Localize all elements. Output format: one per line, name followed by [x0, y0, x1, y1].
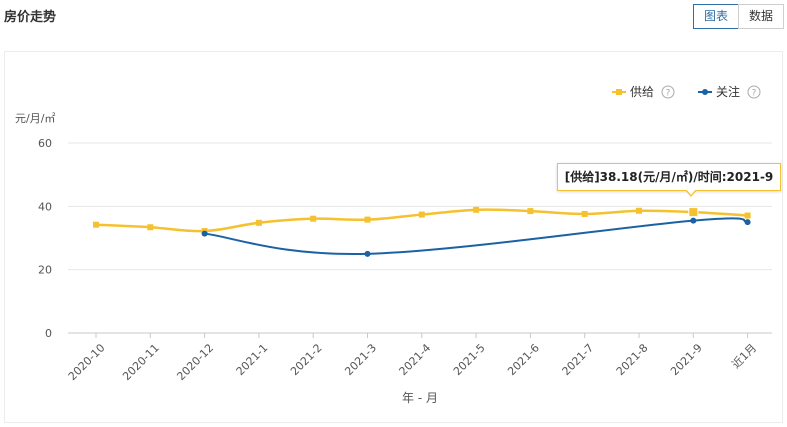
x-tick-label: 2021-9	[668, 341, 705, 378]
supply-point[interactable]	[744, 212, 751, 219]
legend-item-attention[interactable]: 关注?	[698, 84, 761, 99]
help-icon[interactable]	[747, 85, 761, 99]
supply-point[interactable]	[636, 207, 642, 214]
supply-point[interactable]	[581, 210, 588, 217]
help-icon-glyph: ?	[752, 89, 757, 99]
supply-point[interactable]	[418, 211, 425, 218]
series-line-attention	[204, 217, 748, 256]
x-axis-title: 年 - 月	[402, 391, 438, 405]
supply-point[interactable]	[93, 221, 99, 228]
tooltip-arrow-inner	[686, 189, 696, 195]
x-tick-label: 2021-7	[560, 341, 597, 378]
supply-point[interactable]	[310, 215, 317, 222]
x-tick-label: 2021-3	[342, 341, 379, 378]
supply-point[interactable]	[527, 208, 534, 215]
highlighted-point[interactable]	[688, 207, 699, 218]
y-tick-label: 60	[38, 137, 52, 150]
x-tick-label: 2021-8	[614, 341, 651, 378]
legend-label: 供给	[630, 85, 654, 99]
supply-point[interactable]	[255, 219, 262, 226]
attention-point[interactable]	[690, 217, 697, 224]
attention-point[interactable]	[201, 230, 208, 237]
y-axis-title: 元/月/㎡	[15, 112, 55, 125]
data-view-button[interactable]: 数据	[737, 4, 784, 29]
x-tick-label: 2020-10	[66, 341, 108, 383]
legend-item-supply[interactable]: 供给?	[612, 85, 675, 99]
chart-panel	[4, 51, 783, 423]
legend-marker	[702, 89, 708, 95]
x-tick-label: 2021-5	[451, 341, 488, 378]
supply-point[interactable]	[364, 216, 371, 223]
x-tick-label: 2021-6	[505, 341, 542, 378]
legend-marker	[616, 89, 622, 95]
help-icon[interactable]	[661, 85, 675, 99]
attention-point[interactable]	[744, 219, 751, 226]
page-title: 房价走势	[4, 10, 57, 25]
x-tick-label: 2021-2	[288, 341, 325, 378]
supply-point[interactable]	[473, 206, 480, 213]
x-tick-label: 2020-11	[120, 341, 162, 383]
help-icon-glyph: ?	[666, 89, 671, 99]
legend-label: 关注	[716, 84, 740, 99]
x-tick-label: 2020-12	[174, 341, 216, 383]
attention-point[interactable]	[364, 250, 371, 257]
y-tick-label: 20	[38, 264, 52, 277]
supply-point[interactable]	[147, 224, 154, 231]
x-tick-label: 近1月	[729, 341, 759, 371]
x-tick-label: 2021-1	[234, 341, 271, 378]
view-toggle: 图表 数据	[692, 4, 784, 29]
data-tooltip: [供给]38.18(元/月/㎡)/时间:2021-9	[557, 163, 781, 191]
x-tick-label: 2021-4	[397, 341, 434, 378]
y-tick-label: 0	[45, 327, 52, 340]
y-tick-label: 40	[38, 200, 52, 213]
